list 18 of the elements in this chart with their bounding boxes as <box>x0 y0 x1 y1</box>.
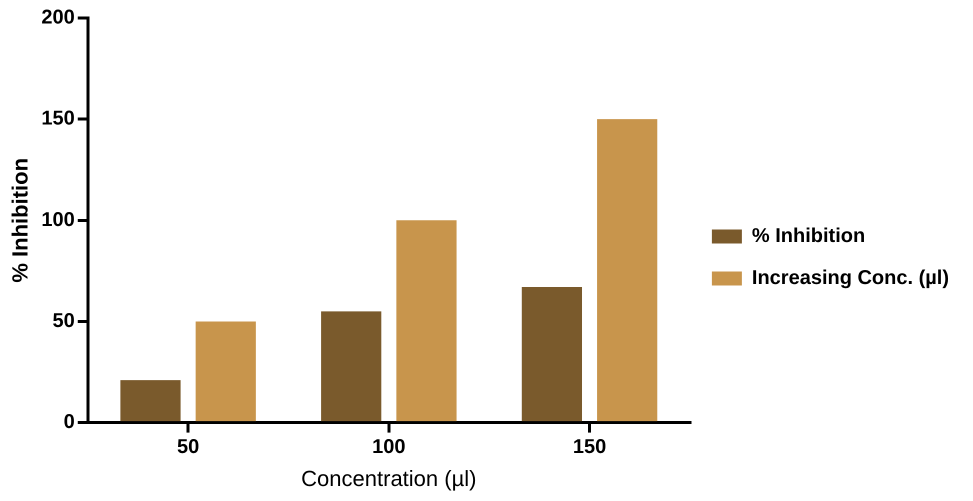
bar <box>396 220 457 422</box>
y-tick-label: 150 <box>41 108 75 130</box>
legend-label: % Inhibition <box>752 225 866 248</box>
y-tick-label: 200 <box>41 6 75 29</box>
y-tick-label: 0 <box>64 411 75 434</box>
x-axis-title: Concentration (µl) <box>301 466 476 491</box>
x-tick-label: 150 <box>572 436 606 458</box>
bar <box>321 311 382 422</box>
bar <box>522 287 582 422</box>
bar <box>597 119 658 422</box>
x-tick-label: 50 <box>177 436 200 458</box>
y-tick-label: 100 <box>41 208 75 231</box>
bar <box>120 380 181 422</box>
legend-label: Increasing Conc. (µl) <box>752 267 949 290</box>
y-axis-title: % Inhibition <box>7 158 32 283</box>
x-tick-label: 100 <box>372 436 406 458</box>
y-tick-label: 50 <box>52 310 75 332</box>
bar <box>196 321 256 422</box>
